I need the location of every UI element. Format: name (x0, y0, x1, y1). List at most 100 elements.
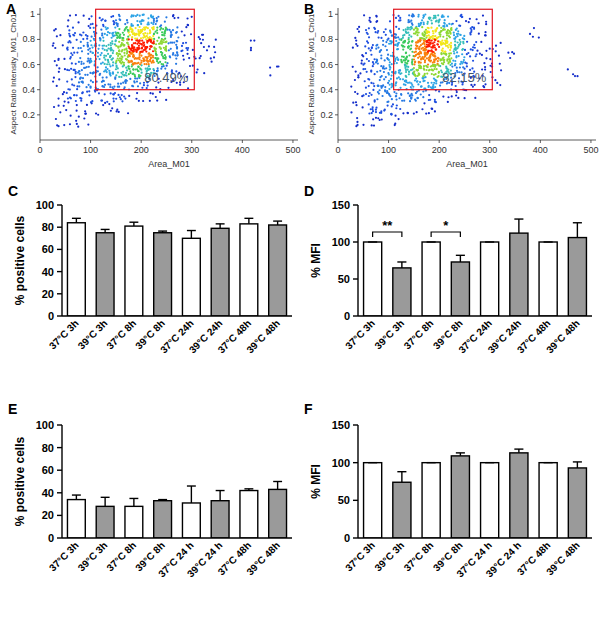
event-dot (53, 29, 55, 31)
event-dot (148, 65, 150, 67)
event-dot (397, 43, 399, 45)
event-dot (97, 55, 99, 57)
event-dot (114, 76, 116, 78)
event-dot (63, 124, 65, 126)
event-dot (385, 34, 387, 36)
event-dot (383, 78, 385, 80)
density-cell (375, 117, 383, 121)
event-dot (368, 112, 370, 114)
y-axis-label: Aspect Ratio Intensity_M01_Ch01 (9, 13, 18, 135)
event-dot (173, 17, 175, 19)
density-cell (375, 15, 378, 23)
event-dot (156, 32, 158, 34)
event-dot (374, 73, 376, 75)
density-cell (128, 92, 140, 102)
density-cell (390, 103, 401, 115)
event-dot (396, 62, 398, 64)
event-dot (384, 68, 386, 70)
y-tick-label: 0.6 (22, 60, 35, 70)
event-dot (117, 47, 119, 49)
event-dot (375, 21, 377, 23)
event-dot (371, 112, 373, 114)
event-dot (461, 16, 463, 18)
density-cell (362, 89, 375, 103)
event-dot (454, 40, 456, 42)
event-dot (165, 41, 167, 43)
event-dot (396, 104, 398, 106)
x-tick (141, 140, 142, 143)
event-dot (457, 97, 459, 99)
density-cell (142, 92, 154, 102)
event-dot (144, 49, 146, 51)
event-dot (404, 64, 406, 66)
x-tick-label: 300 (184, 145, 199, 155)
event-dot (387, 101, 389, 103)
density-cell (186, 16, 192, 27)
event-dot (134, 48, 136, 50)
event-dot (134, 58, 136, 60)
event-dot (143, 14, 145, 16)
density-cell (375, 39, 388, 52)
event-dot (88, 90, 90, 92)
event-dot (127, 30, 129, 32)
event-dot (415, 78, 417, 80)
event-dot (132, 68, 134, 70)
event-dot (87, 123, 89, 125)
event-dot (131, 47, 133, 49)
event-dot (402, 48, 404, 50)
event-dot (132, 56, 134, 58)
event-dot (481, 54, 483, 56)
y-tick (37, 39, 40, 40)
event-dot (76, 88, 78, 90)
event-dot (412, 13, 414, 15)
event-dot (107, 47, 109, 49)
event-dot (473, 26, 475, 28)
event-dot (407, 112, 409, 114)
event-dot (370, 54, 372, 56)
event-dot (77, 21, 79, 23)
event-dot (86, 38, 88, 40)
event-dot (370, 94, 372, 96)
density-cell (69, 51, 78, 64)
density-cell (79, 90, 90, 102)
event-dot (83, 15, 85, 17)
event-dot (455, 56, 457, 58)
density-cell (469, 26, 475, 36)
event-dot (73, 94, 75, 96)
event-dot (157, 58, 159, 60)
event-dot (131, 14, 133, 16)
density-cell (104, 102, 113, 112)
density-cell (90, 39, 104, 52)
event-dot (92, 81, 94, 83)
event-dot (87, 42, 89, 44)
density-cell (388, 38, 401, 50)
event-dot (371, 108, 373, 110)
event-dot (112, 98, 114, 100)
event-dot (454, 48, 456, 50)
event-dot (372, 65, 374, 67)
density-cell (362, 64, 375, 76)
event-dot (115, 64, 117, 66)
x-tick-label: 400 (235, 145, 250, 155)
event-dot (90, 36, 92, 38)
event-dot (356, 124, 358, 126)
event-dot (120, 76, 122, 78)
event-dot (398, 72, 400, 74)
event-dot (368, 47, 370, 49)
density-cell (102, 15, 115, 27)
event-dot (139, 32, 141, 34)
event-dot (489, 48, 491, 50)
event-dot (376, 15, 378, 17)
density-cell (103, 76, 117, 90)
event-dot (142, 60, 144, 62)
event-dot (419, 67, 421, 69)
event-dot (102, 25, 104, 27)
event-dot (102, 76, 104, 78)
event-dot (102, 40, 104, 42)
event-dot (465, 20, 467, 22)
event-dot (153, 38, 155, 40)
event-dot (380, 87, 382, 89)
event-dot (459, 63, 461, 65)
density-cell (90, 52, 104, 66)
event-dot (107, 83, 109, 85)
